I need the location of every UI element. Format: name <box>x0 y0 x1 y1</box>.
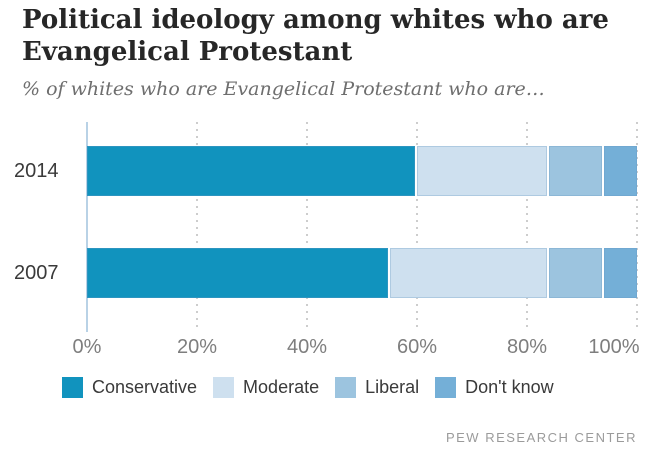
bar-2007 <box>87 248 637 298</box>
chart-subtitle: % of whites who are Evangelical Protesta… <box>22 78 545 100</box>
gridline-100 <box>636 122 638 332</box>
source-credit: PEW RESEARCH CENTER <box>445 430 637 445</box>
bar-2014 <box>87 146 637 196</box>
gridline-40 <box>306 122 308 332</box>
segment-2014-liberal <box>549 146 604 196</box>
legend-swatch-conservative <box>62 377 83 398</box>
x-tick-label-40: 40% <box>286 336 328 358</box>
segment-2014-don-t-know <box>604 146 637 196</box>
chart-title-line-1: Political ideology among whites who are <box>22 5 609 35</box>
chart-title-line-2: Evangelical Protestant <box>22 37 353 67</box>
legend-item-don-t-know: Don't know <box>435 377 554 398</box>
x-axis: 0% 20% 40% 60% 80% 100% <box>0 336 656 360</box>
legend-item-liberal: Liberal <box>335 377 419 398</box>
gridline-80 <box>526 122 528 332</box>
legend-swatch-liberal <box>335 377 357 398</box>
segment-2007-don-t-know <box>604 248 637 298</box>
legend-swatch-don-t-know <box>435 377 457 398</box>
segment-2007-liberal <box>549 248 604 298</box>
x-tick-label-0: 0% <box>72 336 102 358</box>
x-tick-label-100: 100% <box>588 336 640 358</box>
legend-label-moderate: Moderate <box>243 377 320 397</box>
row-label-2014: 2014 <box>14 160 59 182</box>
segment-2014-moderate <box>417 146 549 196</box>
x-tick-label-20: 20% <box>176 336 218 358</box>
x-tick-label-60: 60% <box>396 336 438 358</box>
legend-swatch-moderate <box>213 377 235 398</box>
legend: Conservative Moderate Liberal Don't know <box>62 377 570 398</box>
segment-2007-conservative <box>87 248 390 298</box>
legend-item-moderate: Moderate <box>213 377 319 398</box>
y-axis-line <box>86 122 88 332</box>
legend-item-conservative: Conservative <box>62 377 197 398</box>
row-label-2007: 2007 <box>14 262 59 284</box>
segment-2007-moderate <box>389 248 549 298</box>
plot-area <box>86 122 638 332</box>
gridline-20 <box>196 122 198 332</box>
segment-2014-conservative <box>87 146 417 196</box>
legend-label-conservative: Conservative <box>92 377 198 397</box>
x-tick-label-80: 80% <box>506 336 548 358</box>
gridline-60 <box>416 122 418 332</box>
chart-title: Political ideology among whites who are … <box>22 4 642 68</box>
legend-label-liberal: Liberal <box>365 377 420 397</box>
legend-label-don-t-know: Don't know <box>465 377 554 397</box>
